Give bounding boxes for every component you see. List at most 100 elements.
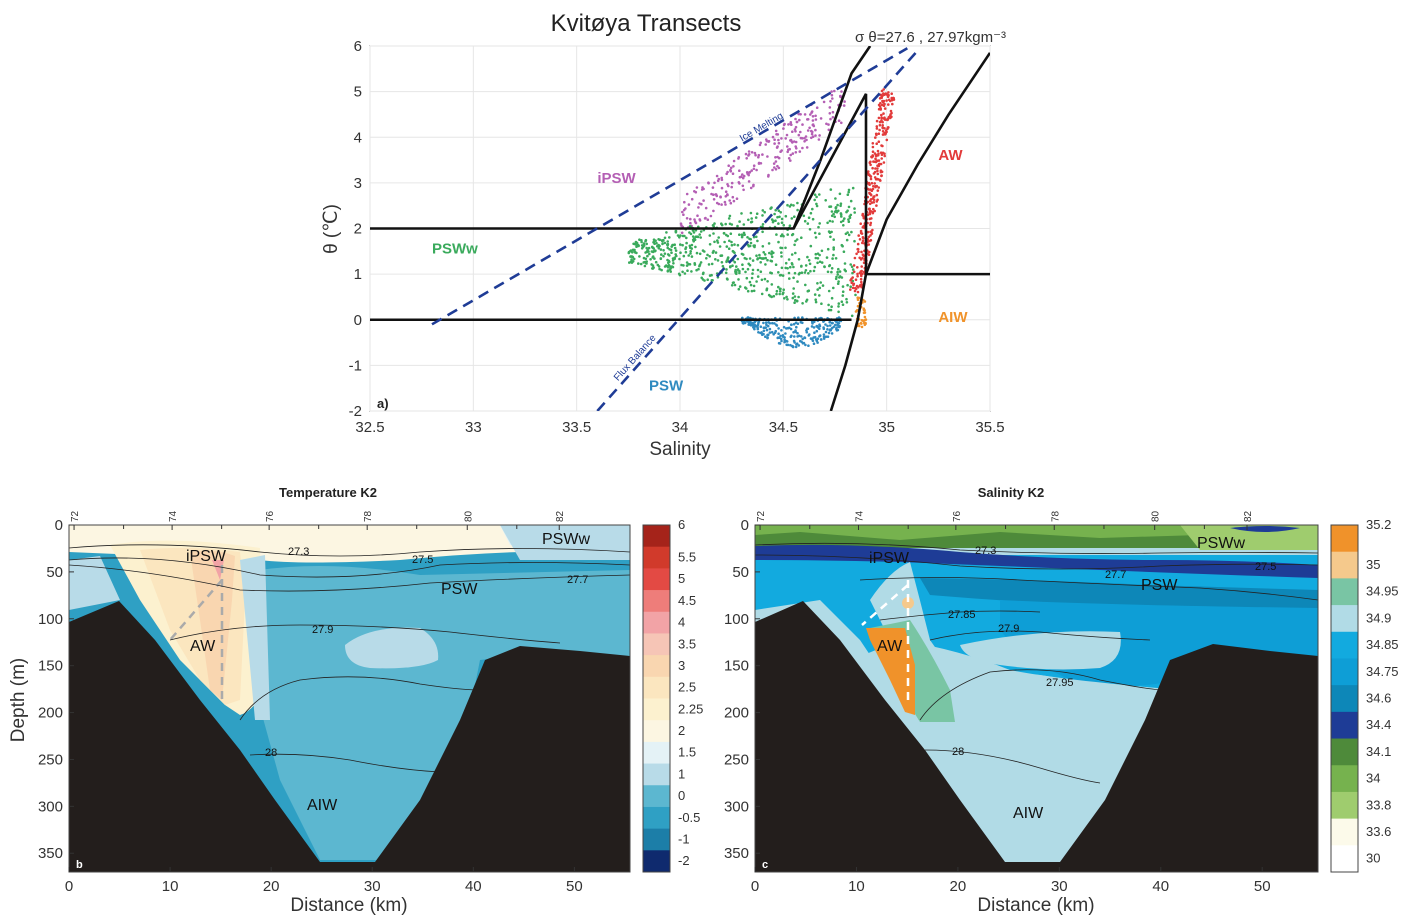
ts-point-psw (781, 334, 785, 337)
ts-point-ipsw (842, 104, 846, 107)
ts-point-psww (834, 257, 838, 260)
ts-point-psw (780, 329, 783, 332)
ts-point-psww (824, 199, 827, 202)
ts-point-psww (811, 207, 814, 211)
ts-point-aw (875, 200, 879, 203)
ts-point-psww (678, 236, 681, 239)
ts-point-ipsw (753, 151, 757, 155)
ts-x-tick-label: 34 (672, 419, 689, 436)
ts-point-ipsw (782, 127, 785, 130)
svg-text:PSW: PSW (441, 581, 478, 598)
ts-point-ipsw (764, 143, 767, 146)
ts-point-ipsw (745, 171, 749, 174)
ts-point-ipsw (777, 141, 781, 145)
ts-point-aw (877, 186, 880, 189)
ts-point-psww (827, 289, 831, 293)
ts-point-ipsw (696, 214, 699, 217)
ts-point-ipsw (715, 174, 719, 178)
ts-point-psww (764, 263, 767, 266)
ts-point-psww (794, 298, 797, 302)
ts-point-psww (818, 260, 822, 264)
ts-point-psww (653, 242, 656, 245)
y-tick-label: 100 (38, 611, 63, 628)
ts-point-psww (717, 236, 720, 239)
ts-point-psww (840, 300, 844, 304)
ts-point-ipsw (761, 153, 764, 156)
colorbar-swatch (1331, 578, 1358, 606)
ts-point-psww (755, 280, 758, 283)
ts-point-psww (683, 234, 686, 238)
ts-point-aw (871, 145, 875, 149)
colorbar-label: 33.6 (1366, 824, 1391, 839)
ts-point-psww (841, 285, 845, 288)
ts-point-psww (666, 270, 670, 273)
ts-point-psww (751, 268, 755, 272)
ts-point-psw (801, 316, 804, 319)
ts-point-psww (750, 276, 754, 280)
ts-point-aw (866, 230, 870, 234)
ts-point-ipsw (712, 209, 715, 213)
ts-point-ipsw (742, 188, 745, 192)
ts-point-psww (671, 259, 675, 262)
ts-point-ipsw (797, 112, 800, 116)
ts-point-psww (674, 249, 678, 252)
ts-point-psww (742, 231, 746, 235)
ts-point-ipsw (794, 151, 798, 154)
ts-point-psw (770, 330, 774, 334)
ts-point-psw (805, 330, 809, 334)
colorbar-label: 3.5 (678, 636, 696, 651)
ts-point-psww (837, 310, 840, 314)
ts-point-psww (685, 264, 689, 267)
ts-point-psww (787, 258, 791, 261)
y-tick-label: 300 (38, 798, 63, 815)
colorbar-frame (642, 524, 671, 873)
ts-point-aw (880, 89, 884, 93)
ts-point-psww (730, 284, 734, 287)
ts-point-psw (826, 324, 829, 328)
ts-point-psww (780, 246, 784, 250)
ts-point-aw (852, 270, 856, 274)
ts-point-psw (764, 321, 768, 324)
colorbar-swatch (1331, 605, 1358, 633)
ts-point-aw (880, 170, 884, 174)
ts-point-ipsw (787, 157, 791, 160)
ts-point-psww (741, 267, 745, 271)
ts-point-psww (663, 236, 667, 240)
y-tick-label: 50 (46, 564, 63, 581)
ts-point-psww (663, 252, 667, 255)
ts-point-ipsw (703, 217, 707, 220)
ts-x-tick-label: 34.5 (769, 419, 798, 436)
ts-point-psw (835, 326, 838, 330)
ts-point-psww (654, 249, 657, 252)
ts-point-psw (767, 321, 770, 324)
ts-point-aw (873, 160, 877, 163)
ts-point-aw (878, 128, 881, 132)
y-tick-label: 300 (724, 798, 749, 815)
ts-point-ipsw (745, 157, 748, 160)
ts-point-psww (749, 211, 753, 215)
svg-text:27.85: 27.85 (948, 609, 976, 621)
ts-point-psw (765, 323, 768, 327)
ts-point-ipsw (715, 194, 719, 198)
ts-point-aw (869, 177, 873, 181)
ts-point-psww (669, 248, 673, 252)
ts-point-aw (876, 172, 880, 176)
ts-point-aw (875, 125, 879, 128)
ts-point-psww (776, 215, 779, 219)
ts-point-ipsw (797, 133, 801, 137)
ts-point-aw (872, 201, 876, 204)
ts-point-ipsw (798, 150, 802, 153)
ts-point-psww (793, 301, 796, 305)
ts-point-psww (815, 195, 818, 199)
ts-point-aw (859, 277, 863, 281)
ts-point-psww (840, 215, 843, 218)
colorbar-label: 35 (1366, 557, 1380, 572)
ts-point-ipsw (683, 200, 686, 204)
y-tick-label: 150 (724, 658, 749, 675)
ts-point-psww (689, 252, 692, 255)
ts-point-ipsw (805, 138, 808, 142)
ts-point-aw (869, 160, 872, 164)
ts-point-psww (828, 219, 832, 223)
ts-point-ipsw (818, 134, 821, 137)
ts-point-ipsw (806, 118, 810, 121)
